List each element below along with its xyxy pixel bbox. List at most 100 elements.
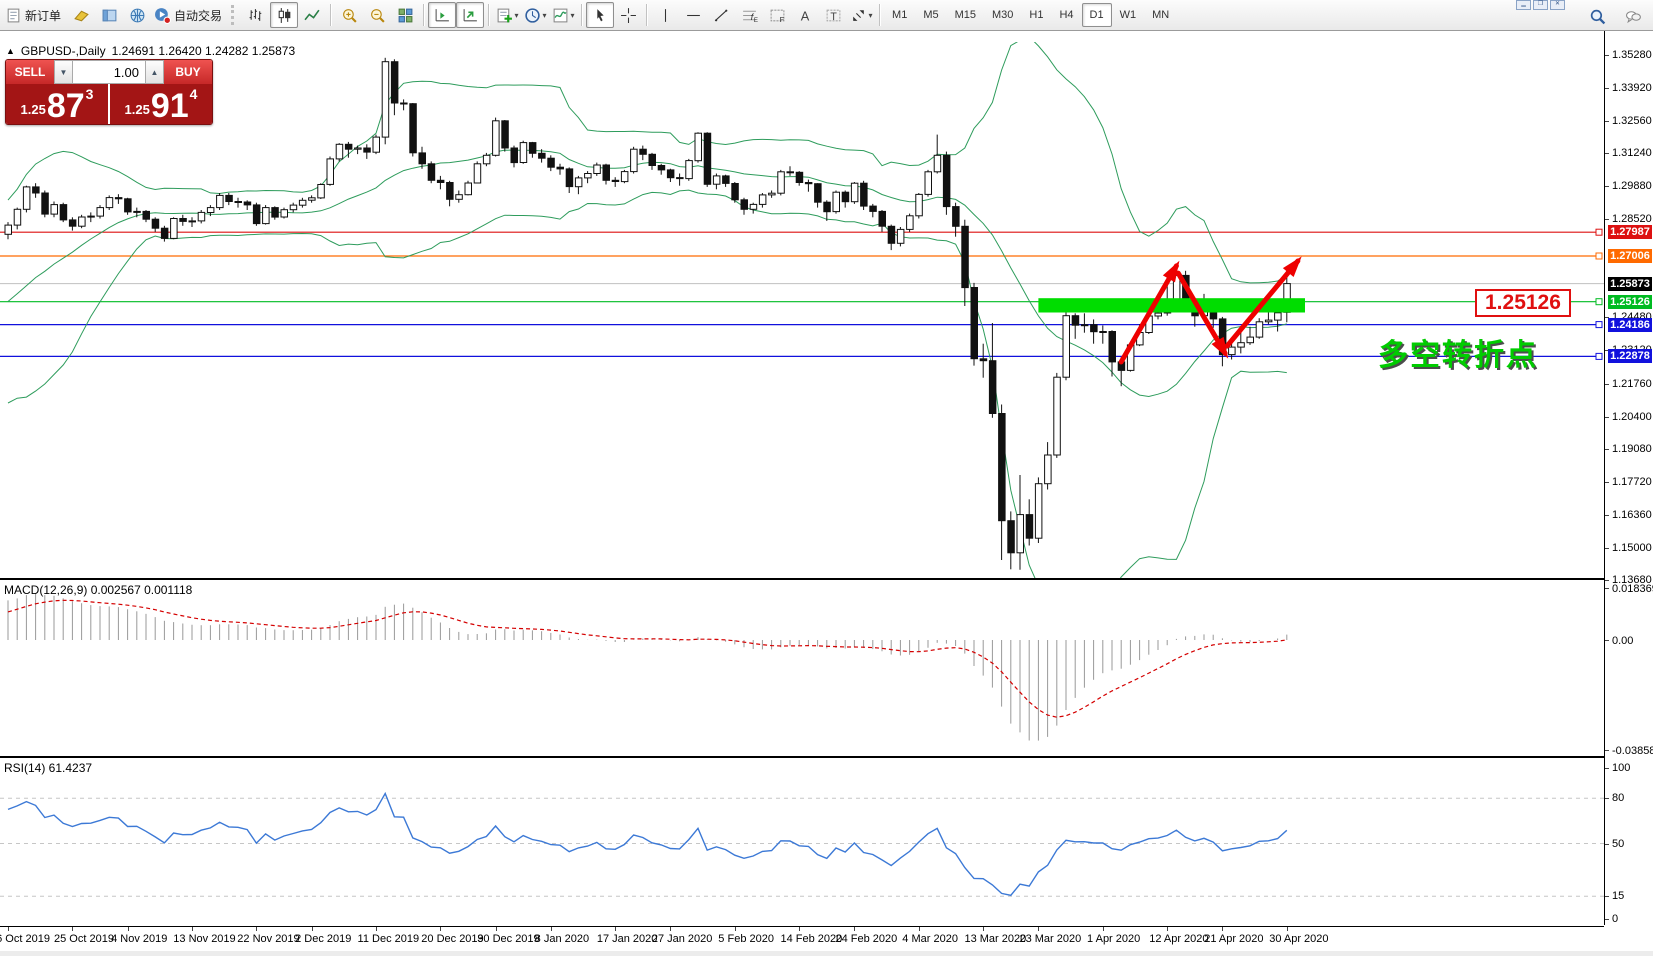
volume-increase-button[interactable]: ▲: [145, 60, 164, 84]
restore-window-icon[interactable]: ❐: [1533, 0, 1548, 10]
chart-shift-icon: [435, 8, 449, 21]
chart-window: ▲ GBPUSD-,Daily 1.24691 1.26420 1.24282 …: [0, 31, 1653, 956]
text-label-button[interactable]: T: [819, 2, 847, 28]
timeframe-mn-button[interactable]: MN: [1152, 9, 1170, 21]
zoom-in-button[interactable]: [335, 2, 363, 28]
date-tick: [1103, 927, 1104, 931]
timeframe-m15-button[interactable]: M15: [954, 9, 976, 21]
timeframe-h1-button[interactable]: H1: [1029, 9, 1044, 21]
rsi-axis-tick: [1605, 798, 1609, 799]
fibo-expansion-icon: F: [770, 9, 784, 23]
bid-price-label: 1.25873: [1608, 277, 1652, 291]
profiles-button[interactable]: ▾: [521, 2, 549, 28]
collapse-triangle-icon[interactable]: ▲: [6, 46, 15, 56]
chart-shift-button[interactable]: [428, 2, 457, 28]
timeframe-h4-button[interactable]: H4: [1059, 9, 1074, 21]
timeframe-m1-button[interactable]: M1: [892, 9, 908, 21]
auto-trading-icon: [155, 7, 172, 24]
new-chart-button[interactable]: ▾: [493, 2, 521, 28]
window-controls: ▁ ❐ ✕: [1516, 0, 1565, 10]
main-chart-canvas[interactable]: [0, 42, 1604, 578]
date-label: 13 Mar 2020: [964, 933, 1027, 945]
zone-price-label[interactable]: 1.25126: [1475, 289, 1571, 317]
volume-decrease-button[interactable]: ▼: [54, 60, 73, 84]
auto-scroll-button[interactable]: [456, 2, 485, 28]
trendline-button[interactable]: [707, 2, 735, 28]
timeframe-w1-button[interactable]: W1: [1119, 9, 1137, 21]
date-label: 30 Dec 2019: [477, 933, 540, 945]
timeframe-m5-button[interactable]: M5: [923, 9, 939, 21]
sell-price-display[interactable]: 1.25 87 3: [6, 84, 110, 124]
rsi-pane[interactable]: RSI(14) 61.4237: [0, 758, 1604, 925]
volume-input[interactable]: 1.00: [73, 60, 145, 84]
pane-separator[interactable]: [0, 578, 1604, 579]
line-chart-button[interactable]: [298, 2, 326, 28]
new-order-label: 新订单: [25, 8, 62, 23]
price-tick-label: 1.19080: [1612, 443, 1652, 455]
date-tick: [1038, 927, 1039, 931]
price-tick: [1605, 548, 1609, 549]
candlestick-chart-button[interactable]: [270, 2, 299, 28]
main-chart-pane[interactable]: ▲ GBPUSD-,Daily 1.24691 1.26420 1.24282 …: [0, 42, 1604, 578]
close-window-icon[interactable]: ✕: [1550, 0, 1565, 10]
macd-pane[interactable]: MACD(12,26,9) 0.002567 0.001118: [0, 580, 1604, 756]
vertical-line-button[interactable]: [651, 2, 679, 28]
price-tick: [1605, 186, 1609, 187]
text-button[interactable]: A: [791, 2, 819, 28]
date-tick: [854, 927, 855, 931]
date-tick: [496, 927, 497, 931]
horizontal-line-button[interactable]: [679, 2, 707, 28]
price-axis[interactable]: 1.35280 1.33920 1.32560 1.31240 1.29880 1.285…: [1605, 31, 1653, 925]
search-button[interactable]: [1583, 3, 1611, 29]
date-tick: [312, 927, 313, 931]
buy-price-small: 1.25: [124, 102, 150, 117]
timeframe-group: M1 M5 M15 M30 H1 H4 D1 W1 MN: [884, 3, 1177, 27]
cursor-button[interactable]: [586, 2, 615, 28]
date-label: 13 Nov 2019: [173, 933, 236, 945]
bar-chart-button[interactable]: [242, 2, 270, 28]
price-tick: [1605, 482, 1609, 483]
turning-point-annotation[interactable]: 多空转折点: [1378, 339, 1538, 372]
timeframe-d1-button[interactable]: D1: [1081, 3, 1112, 27]
buy-price-display[interactable]: 1.25 91 4: [110, 84, 212, 124]
new-order-icon: [7, 8, 20, 22]
text-a-icon: A: [800, 8, 809, 23]
arrows-button[interactable]: ▾: [847, 2, 875, 28]
date-label: 22 Nov 2019: [237, 933, 300, 945]
date-label: 11 Dec 2019: [357, 933, 420, 945]
date-tick: [8, 927, 9, 931]
price-tick: [1605, 350, 1609, 351]
macd-canvas[interactable]: [0, 580, 1604, 756]
minimize-window-icon[interactable]: ▁: [1516, 0, 1531, 10]
hline-price-label: 1.27006: [1608, 249, 1652, 263]
indicators-button[interactable]: ▾: [549, 2, 577, 28]
hline-price-label: 1.27987: [1608, 225, 1652, 239]
sell-button[interactable]: SELL: [6, 60, 54, 84]
hline-price-label: 1.25126: [1608, 295, 1652, 309]
data-window-button[interactable]: [123, 2, 151, 28]
navigator-button[interactable]: [95, 2, 123, 28]
price-tick-label: 1.13680: [1612, 574, 1652, 586]
crosshair-icon: [620, 7, 636, 23]
fibo-expansion-button[interactable]: F: [763, 2, 791, 28]
community-chat-button[interactable]: [1619, 3, 1647, 29]
auto-trading-button[interactable]: 自动交易: [151, 2, 228, 28]
timeframe-m30-button[interactable]: M30: [992, 9, 1014, 21]
new-order-button[interactable]: 新订单: [2, 2, 67, 28]
svg-text:T: T: [830, 10, 837, 22]
price-tick: [1605, 88, 1609, 89]
date-tick: [551, 927, 552, 931]
zoom-out-button[interactable]: [363, 2, 391, 28]
date-label: 14 Feb 2020: [780, 933, 843, 945]
profiles-clock-icon: [524, 7, 540, 23]
market-watch-button[interactable]: [67, 2, 95, 28]
pane-separator[interactable]: [0, 756, 1604, 757]
crosshair-button[interactable]: [614, 2, 642, 28]
buy-button[interactable]: BUY: [164, 60, 212, 84]
date-tick: [919, 927, 920, 931]
tile-windows-button[interactable]: [391, 2, 419, 28]
rsi-canvas[interactable]: [0, 758, 1604, 925]
